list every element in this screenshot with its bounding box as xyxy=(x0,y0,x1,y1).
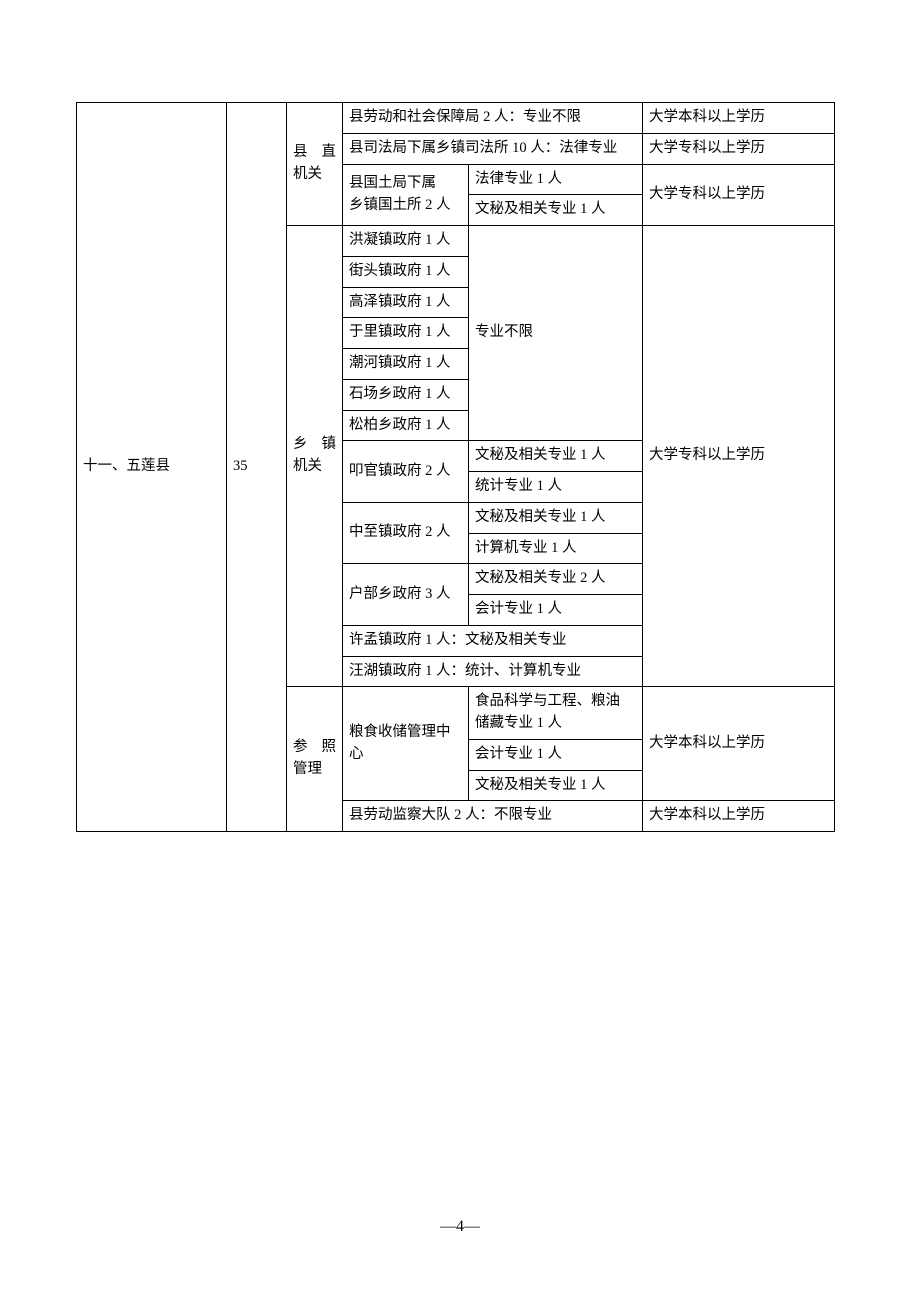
cell-position: 县司法局下属乡镇司法所 10 人：法律专业 xyxy=(343,133,643,164)
pos-line: 乡镇国土所 2 人 xyxy=(349,195,462,217)
cell-position: 许孟镇政府 1 人：文秘及相关专业 xyxy=(343,625,643,656)
cell-region: 十一、五莲县 xyxy=(77,103,227,832)
cell-major: 文秘及相关专业 1 人 xyxy=(469,502,643,533)
cell-education: 大学本科以上学历 xyxy=(643,103,835,134)
cell-position: 县国土局下属 乡镇国土所 2 人 xyxy=(343,164,469,226)
recruitment-table: 十一、五莲县 35 县 直 机关 县劳动和社会保障局 2 人：专业不限 大学本科… xyxy=(76,102,835,832)
cell-education: 大学本科以上学历 xyxy=(643,687,835,801)
pos-line: 心 xyxy=(349,744,462,766)
document-page: // Remove the partially-built table and … xyxy=(0,0,920,1302)
dept-line2: 机关 xyxy=(293,164,336,186)
page-number: 4 xyxy=(456,1218,464,1235)
cell-dept-ref: 参 照 管理 xyxy=(287,687,343,832)
cell-position: 叩官镇政府 2 人 xyxy=(343,441,469,503)
cell-major: 专业不限 xyxy=(469,226,643,441)
cell-position: 户部乡政府 3 人 xyxy=(343,564,469,626)
cell-position: 汪湖镇政府 1 人：统计、计算机专业 xyxy=(343,656,643,687)
maj-line: 食品科学与工程、粮油 xyxy=(475,691,636,713)
table-row: 十一、五莲县 35 县 直 机关 县劳动和社会保障局 2 人：专业不限 大学本科… xyxy=(77,103,835,134)
cell-position: 高泽镇政府 1 人 xyxy=(343,287,469,318)
dept-line2: 管理 xyxy=(293,759,336,781)
cell-education: 大学专科以上学历 xyxy=(643,133,835,164)
cell-major: 文秘及相关专业 1 人 xyxy=(469,770,643,801)
cell-dept-township: 乡 镇 机关 xyxy=(287,226,343,687)
cell-major: 文秘及相关专业 1 人 xyxy=(469,441,643,472)
dept-char: 照 xyxy=(322,737,337,759)
cell-major: 会计专业 1 人 xyxy=(469,595,643,626)
cell-major: 统计专业 1 人 xyxy=(469,472,643,503)
cell-position: 于里镇政府 1 人 xyxy=(343,318,469,349)
cell-major: 文秘及相关专业 2 人 xyxy=(469,564,643,595)
pos-line: 县国土局下属 xyxy=(349,173,462,195)
cell-major: 法律专业 1 人 xyxy=(469,164,643,195)
cell-position: 松柏乡政府 1 人 xyxy=(343,410,469,441)
cell-dept-direct: 县 直 机关 xyxy=(287,103,343,226)
page-footer: —4— xyxy=(0,1218,920,1236)
dept-char: 参 xyxy=(293,737,308,759)
cell-position: 县劳动监察大队 2 人：不限专业 xyxy=(343,801,643,832)
dept-line2: 机关 xyxy=(293,456,336,478)
cell-education: 大学专科以上学历 xyxy=(643,164,835,226)
cell-position: 县劳动和社会保障局 2 人：专业不限 xyxy=(343,103,643,134)
footer-dash: — xyxy=(464,1218,480,1235)
cell-position: 中至镇政府 2 人 xyxy=(343,502,469,564)
maj-line: 储藏专业 1 人 xyxy=(475,713,636,735)
cell-major: 会计专业 1 人 xyxy=(469,739,643,770)
cell-major: 食品科学与工程、粮油 储藏专业 1 人 xyxy=(469,687,643,740)
cell-education: 大学本科以上学历 xyxy=(643,801,835,832)
dept-char: 镇 xyxy=(322,434,337,456)
cell-education: 大学专科以上学历 xyxy=(643,226,835,687)
dept-char: 直 xyxy=(322,142,337,164)
pos-line: 粮食收储管理中 xyxy=(349,722,462,744)
cell-major: 文秘及相关专业 1 人 xyxy=(469,195,643,226)
cell-position: 街头镇政府 1 人 xyxy=(343,256,469,287)
cell-position: 粮食收储管理中 心 xyxy=(343,687,469,801)
cell-major: 计算机专业 1 人 xyxy=(469,533,643,564)
cell-position: 洪凝镇政府 1 人 xyxy=(343,226,469,257)
footer-dash: — xyxy=(440,1218,456,1235)
cell-position: 石场乡政府 1 人 xyxy=(343,379,469,410)
cell-count: 35 xyxy=(227,103,287,832)
dept-char: 乡 xyxy=(293,434,308,456)
cell-position: 潮河镇政府 1 人 xyxy=(343,349,469,380)
dept-char: 县 xyxy=(293,142,308,164)
